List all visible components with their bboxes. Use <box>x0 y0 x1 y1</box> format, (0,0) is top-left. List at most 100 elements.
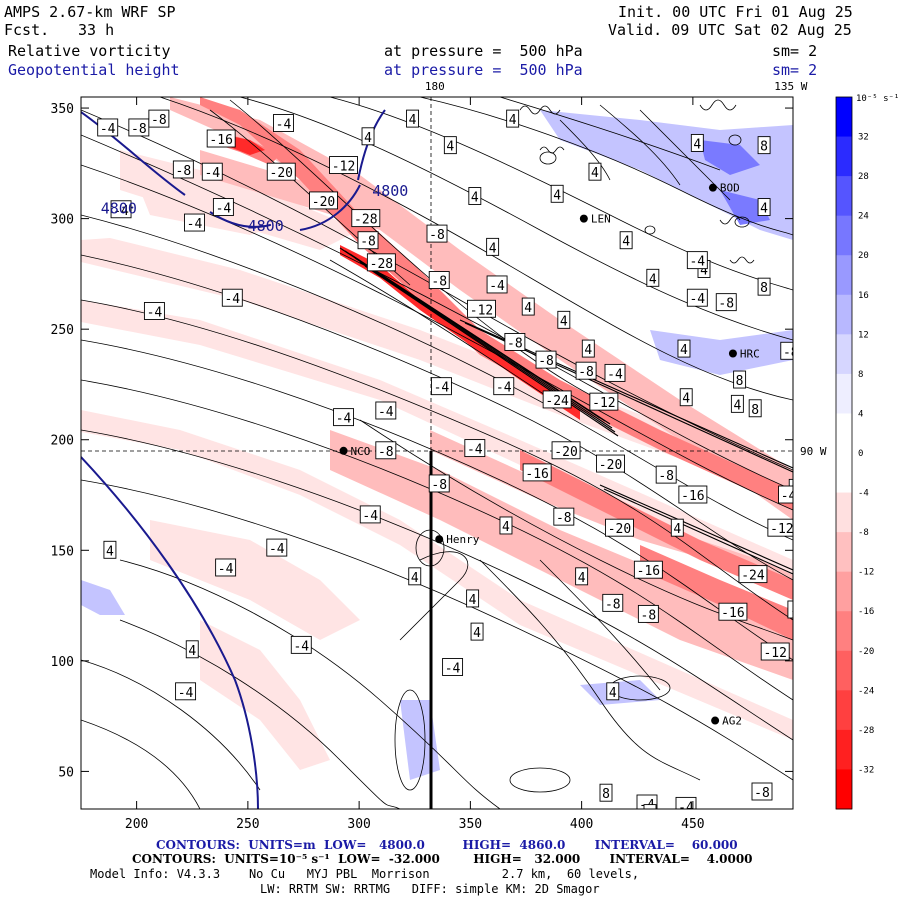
vorticity-value-label: -8 <box>715 293 737 312</box>
vorticity-value-label: 4 <box>506 109 520 128</box>
svg-text:-12: -12 <box>763 646 786 661</box>
vorticity-value-label: -4 <box>201 162 223 181</box>
vorticity-value-label: -16 <box>633 560 663 579</box>
vorticity-value-label: 4 <box>24 603 36 621</box>
vorticity-value-label: -8 <box>780 341 799 360</box>
vorticity-value-label: -28 <box>366 253 396 272</box>
svg-text:-8: -8 <box>718 297 734 312</box>
colorbar-swatch <box>836 532 852 573</box>
svg-text:-4: -4 <box>781 489 797 504</box>
svg-text:-4: -4 <box>434 381 450 396</box>
vorticity-value-label: -4 <box>375 401 397 420</box>
pressure-vorticity: at pressure = 500 hPa <box>384 42 583 60</box>
svg-text:-8: -8 <box>754 786 770 801</box>
svg-text:-20: -20 <box>270 166 293 181</box>
colorbar-swatch <box>836 650 852 691</box>
station-markers: NCO Henry HRC AG2 LEN BOD <box>339 182 760 728</box>
svg-text:4: 4 <box>760 202 768 217</box>
colorbar-swatch <box>836 729 852 770</box>
vorticity-value-label: -8 <box>375 441 397 460</box>
svg-text:4: 4 <box>560 314 568 329</box>
vorticity-value-label: -4 <box>431 377 452 396</box>
colorbar-tick-label: -32 <box>858 765 874 775</box>
vorticity-value-label: -4 <box>778 485 797 504</box>
svg-text:-8: -8 <box>783 345 799 360</box>
vorticity-contours <box>81 97 793 809</box>
vorticity-value-label: -4 <box>290 635 312 654</box>
svg-text:4: 4 <box>609 686 617 701</box>
svg-text:-8: -8 <box>131 122 147 137</box>
vorticity-value-label: 4 <box>521 297 535 316</box>
svg-text:4: 4 <box>693 137 701 152</box>
vorticity-value-label: -4 <box>464 439 486 458</box>
vorticity-value-label: -8 <box>655 465 677 484</box>
svg-text:-12: -12 <box>790 604 813 619</box>
vorticity-value-label: 8 <box>757 277 771 296</box>
vorticity-value-label: 4 <box>361 127 375 146</box>
svg-text:-8: -8 <box>578 365 594 380</box>
svg-text:4: 4 <box>553 188 561 203</box>
svg-text:4: 4 <box>649 272 657 287</box>
vorticity-value-label: -12 <box>329 156 358 175</box>
vorticity-value-label: -16 <box>678 485 708 504</box>
svg-text:-4: -4 <box>378 405 394 420</box>
y-tick-label: 200 <box>51 434 74 449</box>
jet-contour-cluster <box>339 247 793 575</box>
vorticity-value-label: 4 <box>588 162 602 181</box>
vorticity-value-label: -4 <box>215 558 237 577</box>
vorticity-value-label: -12 <box>589 392 619 411</box>
svg-text:LEN: LEN <box>591 213 611 226</box>
svg-text:-8: -8 <box>556 511 572 526</box>
vorticity-value-label: -4 <box>97 118 119 137</box>
vorticity-value-label: -8 <box>172 160 194 179</box>
vorticity-value-label: -12 <box>760 642 790 661</box>
vorticity-value-label: -4 <box>686 251 708 270</box>
init-time: Init. 00 UTC Fri 01 Aug 25 <box>618 3 853 21</box>
svg-text:-4: -4 <box>178 686 194 701</box>
height-labels: 4800 4800 4800 <box>101 182 409 235</box>
vorticity-value-label: 4 <box>679 388 693 407</box>
svg-text:-12: -12 <box>592 396 615 411</box>
vorticity-value-label: -12 <box>767 518 793 537</box>
vorticity-value-label: 8 <box>733 370 747 389</box>
vorticity-value-label: 4 <box>730 394 744 413</box>
vorticity-value-label: 4 <box>550 184 564 203</box>
svg-text:BOD: BOD <box>720 182 740 195</box>
grid-annotation: 90 W <box>800 445 827 458</box>
svg-text:-8: -8 <box>360 235 376 250</box>
axes: 200 250 300 350 400 450 50 100 150 200 250 300 350 <box>51 97 793 832</box>
vorticity-value-label: -4 <box>442 658 464 676</box>
svg-text:HRC: HRC <box>740 347 760 360</box>
vorticity-value-label: -12 <box>467 299 496 318</box>
vorticity-value-label: 4 <box>743 825 755 843</box>
vorticity-value-label: 4 <box>557 310 571 329</box>
svg-text:-28: -28 <box>370 257 393 272</box>
vorticity-value-label: -4 <box>143 302 165 320</box>
noisy-contours <box>519 99 755 264</box>
svg-text:Henry: Henry <box>446 533 479 546</box>
svg-text:8: 8 <box>760 281 768 296</box>
svg-text:4: 4 <box>584 343 592 358</box>
svg-text:-4: -4 <box>44 279 60 294</box>
colorbar-swatch <box>836 255 852 296</box>
svg-text:-4: -4 <box>607 367 623 382</box>
x-tick-label: 350 <box>459 817 482 832</box>
height-contour-info: CONTOURS: UNITS=m LOW= 4800.0 HIGH= 4860… <box>156 838 738 852</box>
vorticity-value-label: 4 <box>185 640 199 659</box>
field-vorticity-label: Relative vorticity <box>8 42 171 60</box>
svg-text:-12: -12 <box>770 522 793 537</box>
colorbar: 32 28 24 20 16 12 8 4 0 -4 -8 -12 -16 -20 -24 -28 -32 10⁻… <box>835 94 899 810</box>
svg-text:-16: -16 <box>525 467 548 482</box>
svg-text:-8: -8 <box>431 478 447 493</box>
colorbar-swatch <box>836 373 852 414</box>
model-title: AMPS 2.67-km WRF SP <box>4 3 176 21</box>
vorticity-value-label: -4 <box>604 363 626 382</box>
svg-text:8: 8 <box>602 787 610 802</box>
svg-text:-8: -8 <box>151 113 167 128</box>
svg-text:-4: -4 <box>639 798 655 813</box>
svg-text:-8: -8 <box>658 469 674 484</box>
svg-text:-24: -24 <box>741 569 765 584</box>
vorticity-value-label: -4 <box>221 288 243 307</box>
station-ag2: AG2 <box>711 715 742 728</box>
